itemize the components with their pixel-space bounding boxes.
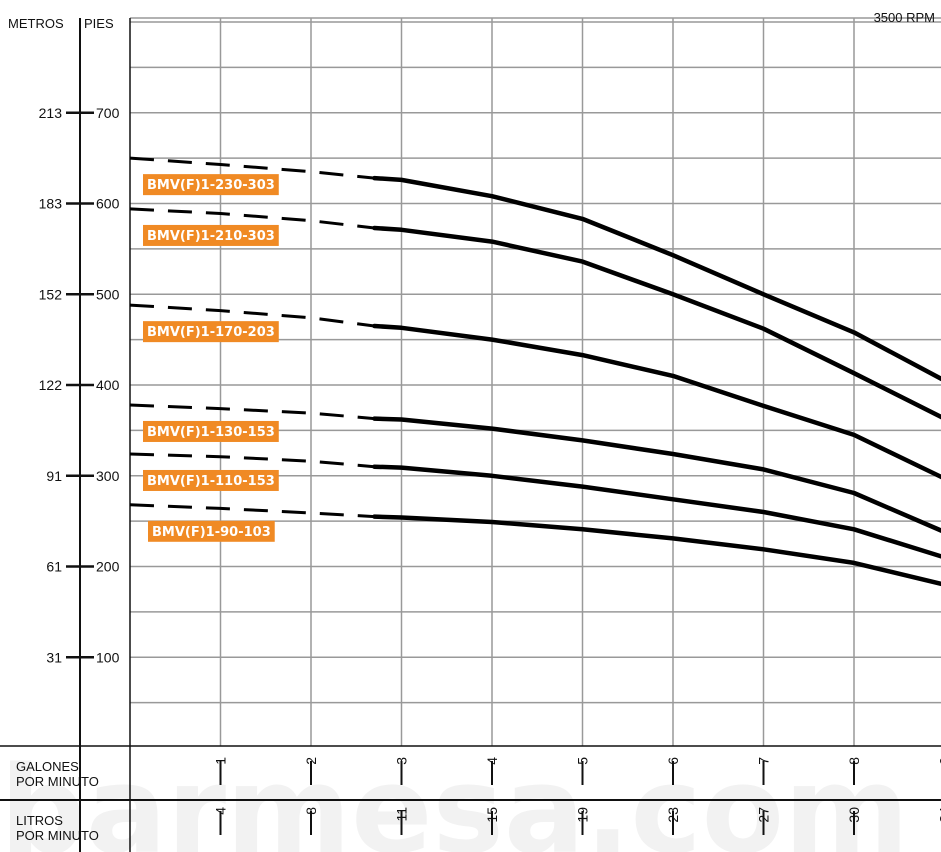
series-label-text: BMV(F)1-90-103 [152, 525, 271, 540]
y-tick-meters: 91 [46, 468, 62, 484]
y-tick-feet: 500 [96, 286, 120, 302]
series-line [372, 323, 941, 480]
y-tick-feet: 100 [96, 649, 120, 665]
y-tick-meters: 183 [39, 196, 63, 212]
x-tick-label: 8 [303, 807, 319, 815]
x-tick-label: 19 [575, 807, 591, 823]
x-tick-label: 5 [575, 757, 591, 765]
series-label-box [143, 224, 279, 246]
series-line [372, 175, 941, 382]
y-tick-feet: 200 [96, 559, 120, 575]
series-line [372, 225, 941, 420]
gallons-row-label: GALONES POR MINUTO [16, 759, 99, 789]
x-tick-label: 30 [846, 807, 862, 823]
x-tick-label: 4 [213, 807, 229, 815]
y-tick-feet: 700 [96, 105, 120, 121]
series-label: BMV(F)1-130-153 [143, 420, 279, 442]
series-label-text: BMV(F)1-170-203 [147, 325, 275, 340]
watermark: barmesa.com [0, 742, 909, 852]
x-tick-label: 6 [665, 757, 681, 765]
series-line [372, 464, 941, 559]
x-tick-label: 2 [303, 757, 319, 765]
series-dashed-line [129, 403, 375, 421]
series-line [372, 514, 941, 587]
y-tick-feet: 300 [96, 468, 120, 484]
y-ticks: 31 100 61 200 91 300 122 400 152 500 183 600 213 700 [39, 105, 120, 666]
feet-axis-label: PIES [84, 16, 114, 31]
x-tick-label: 8 [846, 757, 862, 765]
x-tick-label: 1 [213, 757, 229, 765]
x-tick-label: 9 [937, 757, 941, 765]
y-tick-feet: 600 [96, 196, 120, 212]
y-tick-meters: 152 [39, 286, 63, 302]
y-tick-feet: 400 [96, 377, 120, 393]
rpm-label: 3500 RPM [874, 10, 935, 25]
x-tick-label: 27 [756, 807, 772, 823]
series-label: BMV(F)1-110-153 [143, 469, 279, 491]
y-tick-meters: 61 [46, 559, 62, 575]
series-label-box [143, 321, 279, 343]
series-dashed-line [129, 207, 375, 230]
series-label-text: BMV(F)1-110-153 [147, 474, 275, 489]
meters-axis-label: METROS [8, 16, 64, 31]
series-label-text: BMV(F)1-130-153 [147, 425, 275, 440]
series-line [372, 416, 941, 533]
series-label-text: BMV(F)1-210-303 [147, 229, 275, 244]
liters-row-label: LITROS POR MINUTO [16, 813, 99, 843]
series-dashed-line [129, 156, 375, 180]
series-label-box [148, 520, 275, 542]
y-tick-meters: 213 [39, 105, 63, 121]
x-tick-label: 4 [484, 757, 500, 765]
series-dashed-line [129, 303, 375, 328]
series-label-text: BMV(F)1-230-303 [147, 178, 275, 193]
x-tick-label: 34 [937, 807, 941, 823]
series-label-box [143, 174, 279, 196]
series-dashed-line [129, 452, 375, 469]
series-labels: BMV(F)1-230-303 BMV(F)1-210-303 BMV(F)1-17… [143, 174, 279, 542]
series-label: BMV(F)1-210-303 [143, 224, 279, 246]
series [129, 156, 941, 587]
grid [130, 17, 941, 746]
series-label-box [143, 420, 279, 442]
y-tick-meters: 122 [39, 377, 63, 393]
x-ticks: 1234567894811151923273034 [213, 757, 941, 835]
x-tick-label: 7 [756, 757, 772, 765]
x-tick-label: 15 [484, 807, 500, 823]
y-tick-meters: 31 [46, 649, 62, 665]
x-tick-label: 3 [394, 757, 410, 765]
x-tick-label: 23 [665, 807, 681, 823]
series-label: BMV(F)1-170-203 [143, 321, 279, 343]
series-dashed-line [129, 503, 375, 519]
series-label: BMV(F)1-90-103 [148, 520, 275, 542]
series-label: BMV(F)1-230-303 [143, 174, 279, 196]
x-tick-label: 11 [394, 807, 410, 822]
series-label-box [143, 469, 279, 491]
